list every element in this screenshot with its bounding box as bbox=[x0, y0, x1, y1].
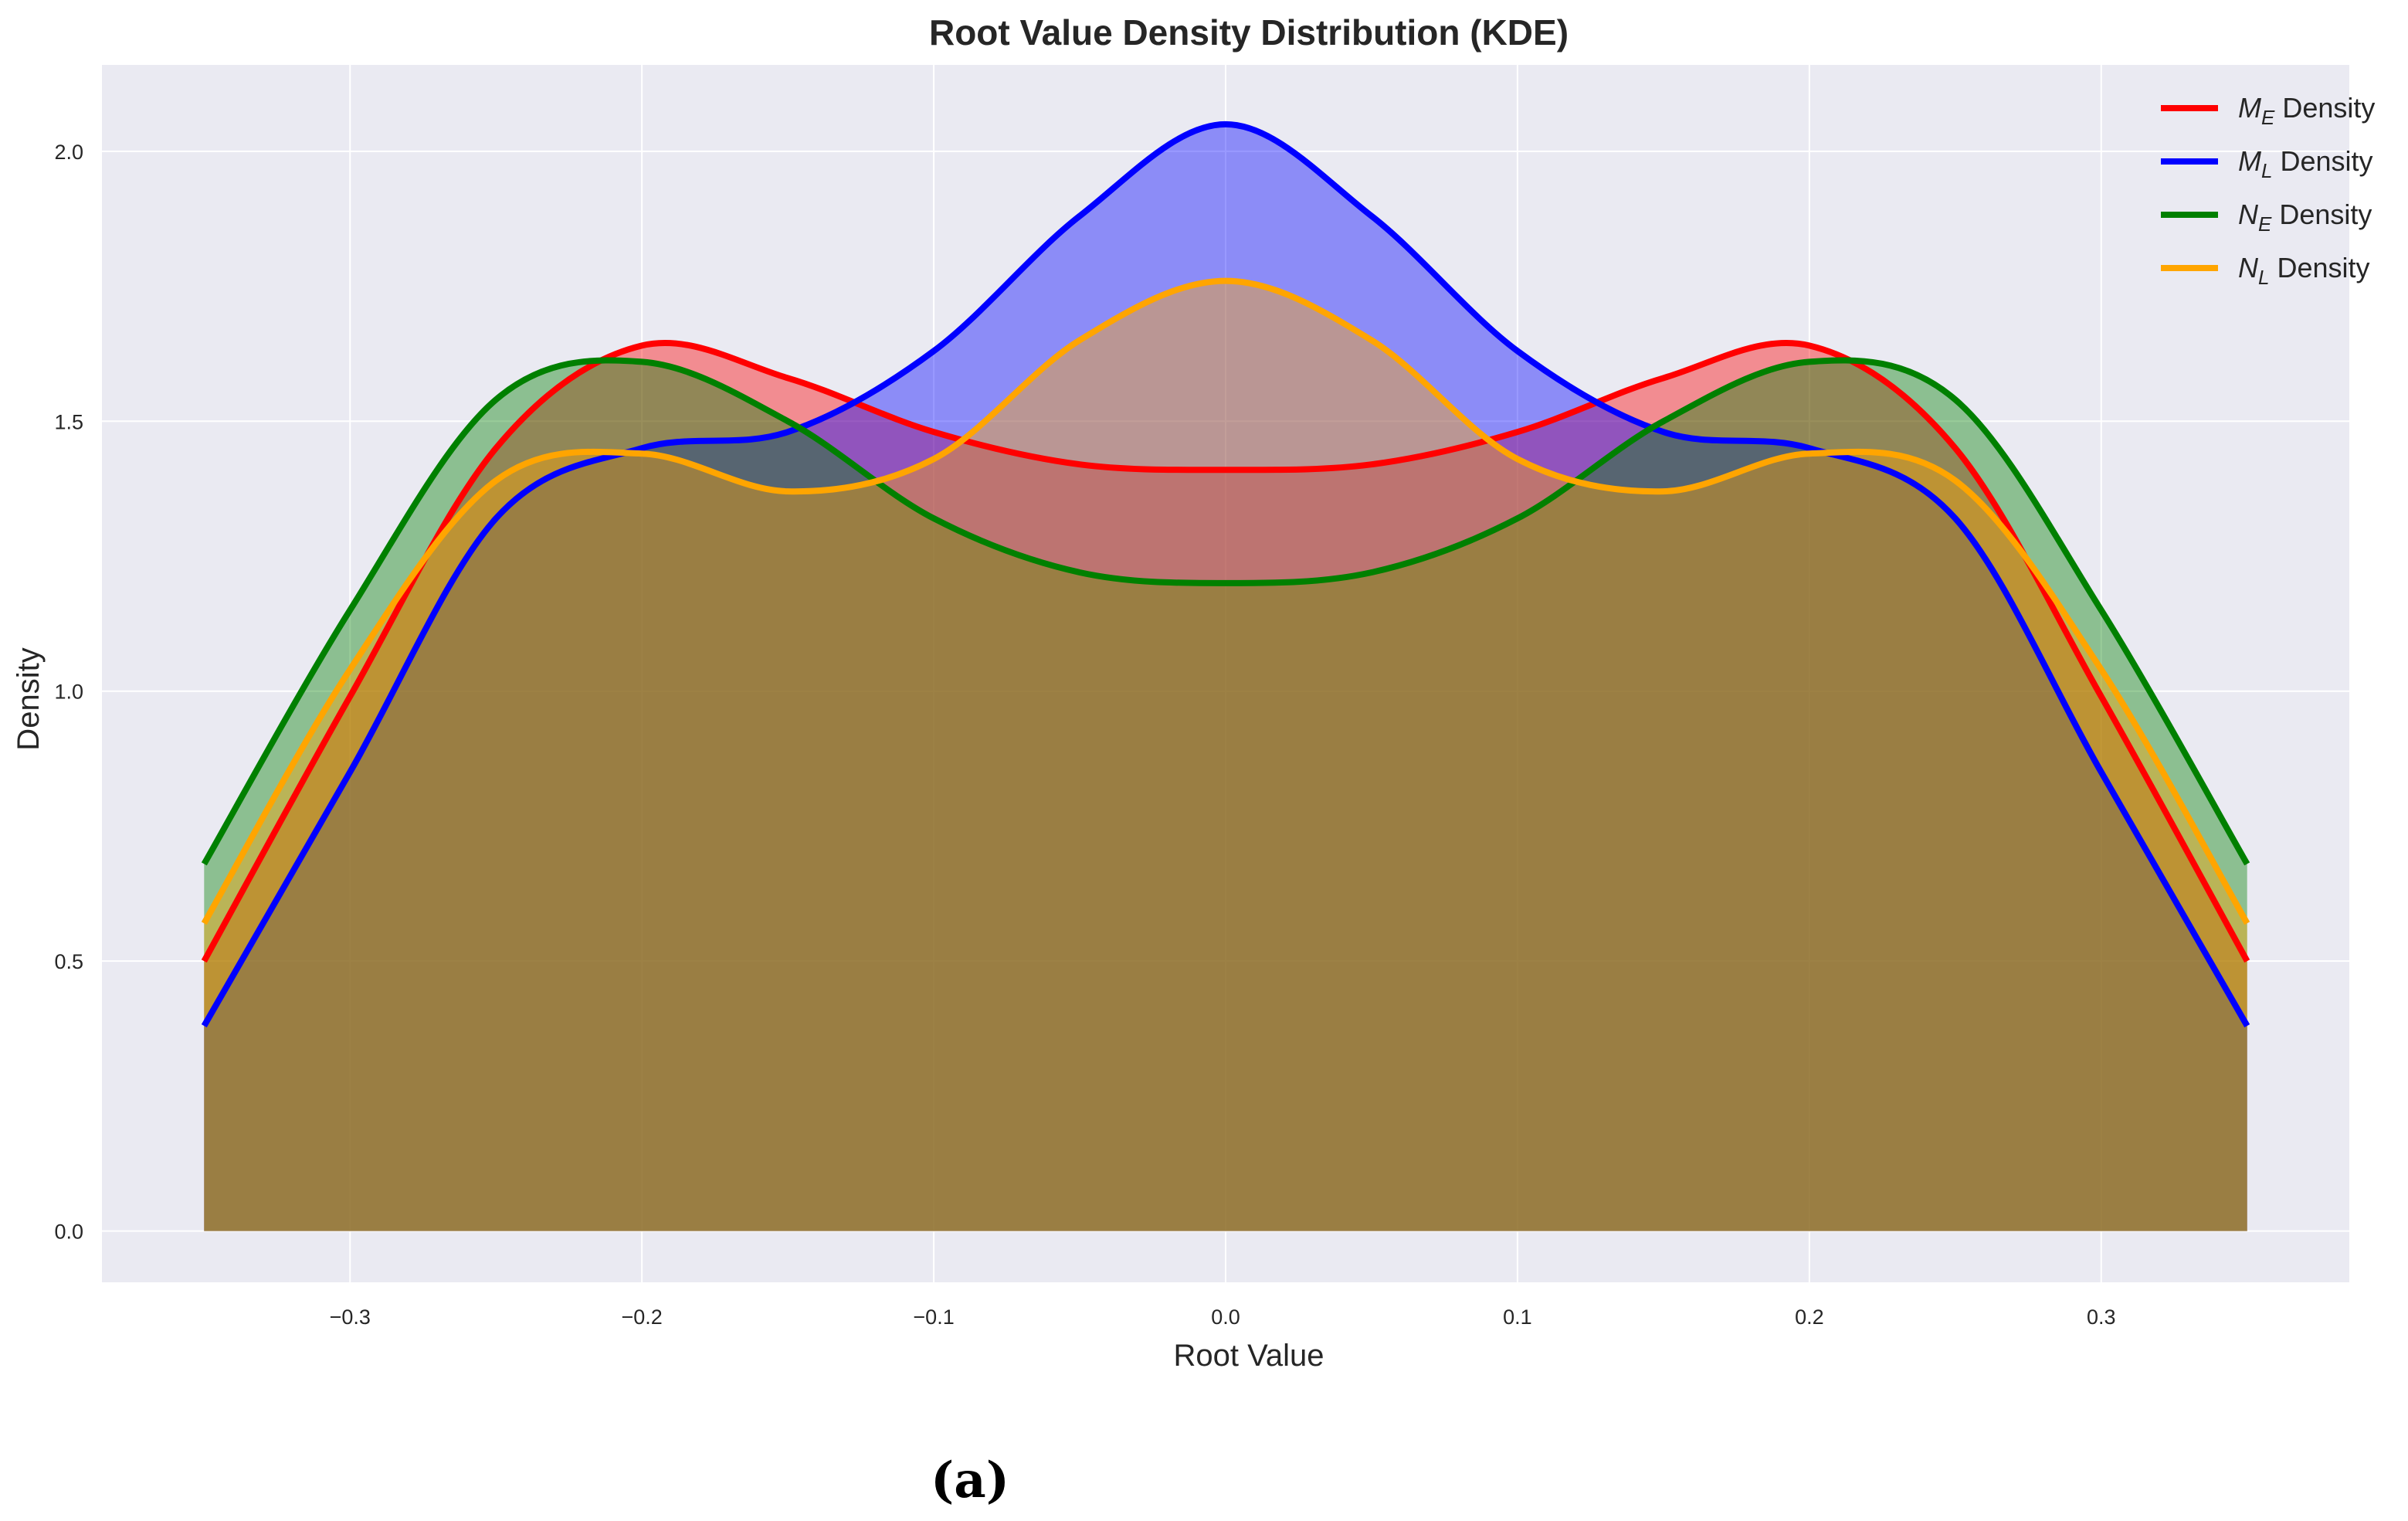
x-tick-label: 0.1 bbox=[1503, 1305, 1532, 1329]
legend-label: NE Density bbox=[2238, 199, 2372, 236]
x-tick-label: 0.2 bbox=[1795, 1305, 1824, 1329]
chart-title: Root Value Density Distribution (KDE) bbox=[929, 12, 1569, 53]
density-fills bbox=[204, 124, 2247, 1231]
y-tick-label: 0.5 bbox=[54, 950, 83, 973]
x-tick-labels: −0.3 −0.2 −0.1 0.0 0.1 0.2 0.3 bbox=[330, 1305, 2116, 1329]
x-tick-label: −0.2 bbox=[621, 1305, 662, 1329]
y-axis-label: Density bbox=[12, 647, 46, 750]
legend-label: NL Density bbox=[2238, 252, 2370, 289]
legend: ME Density ML Density NE Density NL Density bbox=[2161, 92, 2375, 289]
density-line-me bbox=[201, 340, 2250, 963]
density-line-nl bbox=[201, 277, 2250, 925]
y-tick-label: 2.0 bbox=[54, 141, 83, 164]
density-fill-nl bbox=[204, 280, 2247, 1231]
y-tick-label: 0.0 bbox=[54, 1221, 83, 1244]
density-fill-ne bbox=[204, 360, 2247, 1231]
x-tick-label: −0.3 bbox=[330, 1305, 371, 1329]
panel-label: (a) bbox=[931, 1451, 1009, 1509]
x-axis-label: Root Value bbox=[1174, 1339, 1324, 1373]
density-fill-me bbox=[204, 342, 2247, 1231]
density-fill-ml bbox=[204, 124, 2247, 1231]
x-tick-label: −0.1 bbox=[913, 1305, 954, 1329]
x-tick-label: 0.3 bbox=[2087, 1305, 2116, 1329]
y-tick-label: 1.0 bbox=[54, 681, 83, 704]
legend-label: ME Density bbox=[2238, 92, 2375, 129]
legend-label: ML Density bbox=[2238, 145, 2373, 182]
x-tick-label: 0.0 bbox=[1211, 1305, 1240, 1329]
density-line-ne bbox=[201, 357, 2250, 866]
density-line-ml bbox=[201, 121, 2250, 1027]
y-tick-label: 1.5 bbox=[54, 410, 83, 433]
density-lines bbox=[201, 121, 2250, 1027]
y-tick-labels: 0.0 0.5 1.0 1.5 2.0 bbox=[54, 141, 83, 1244]
